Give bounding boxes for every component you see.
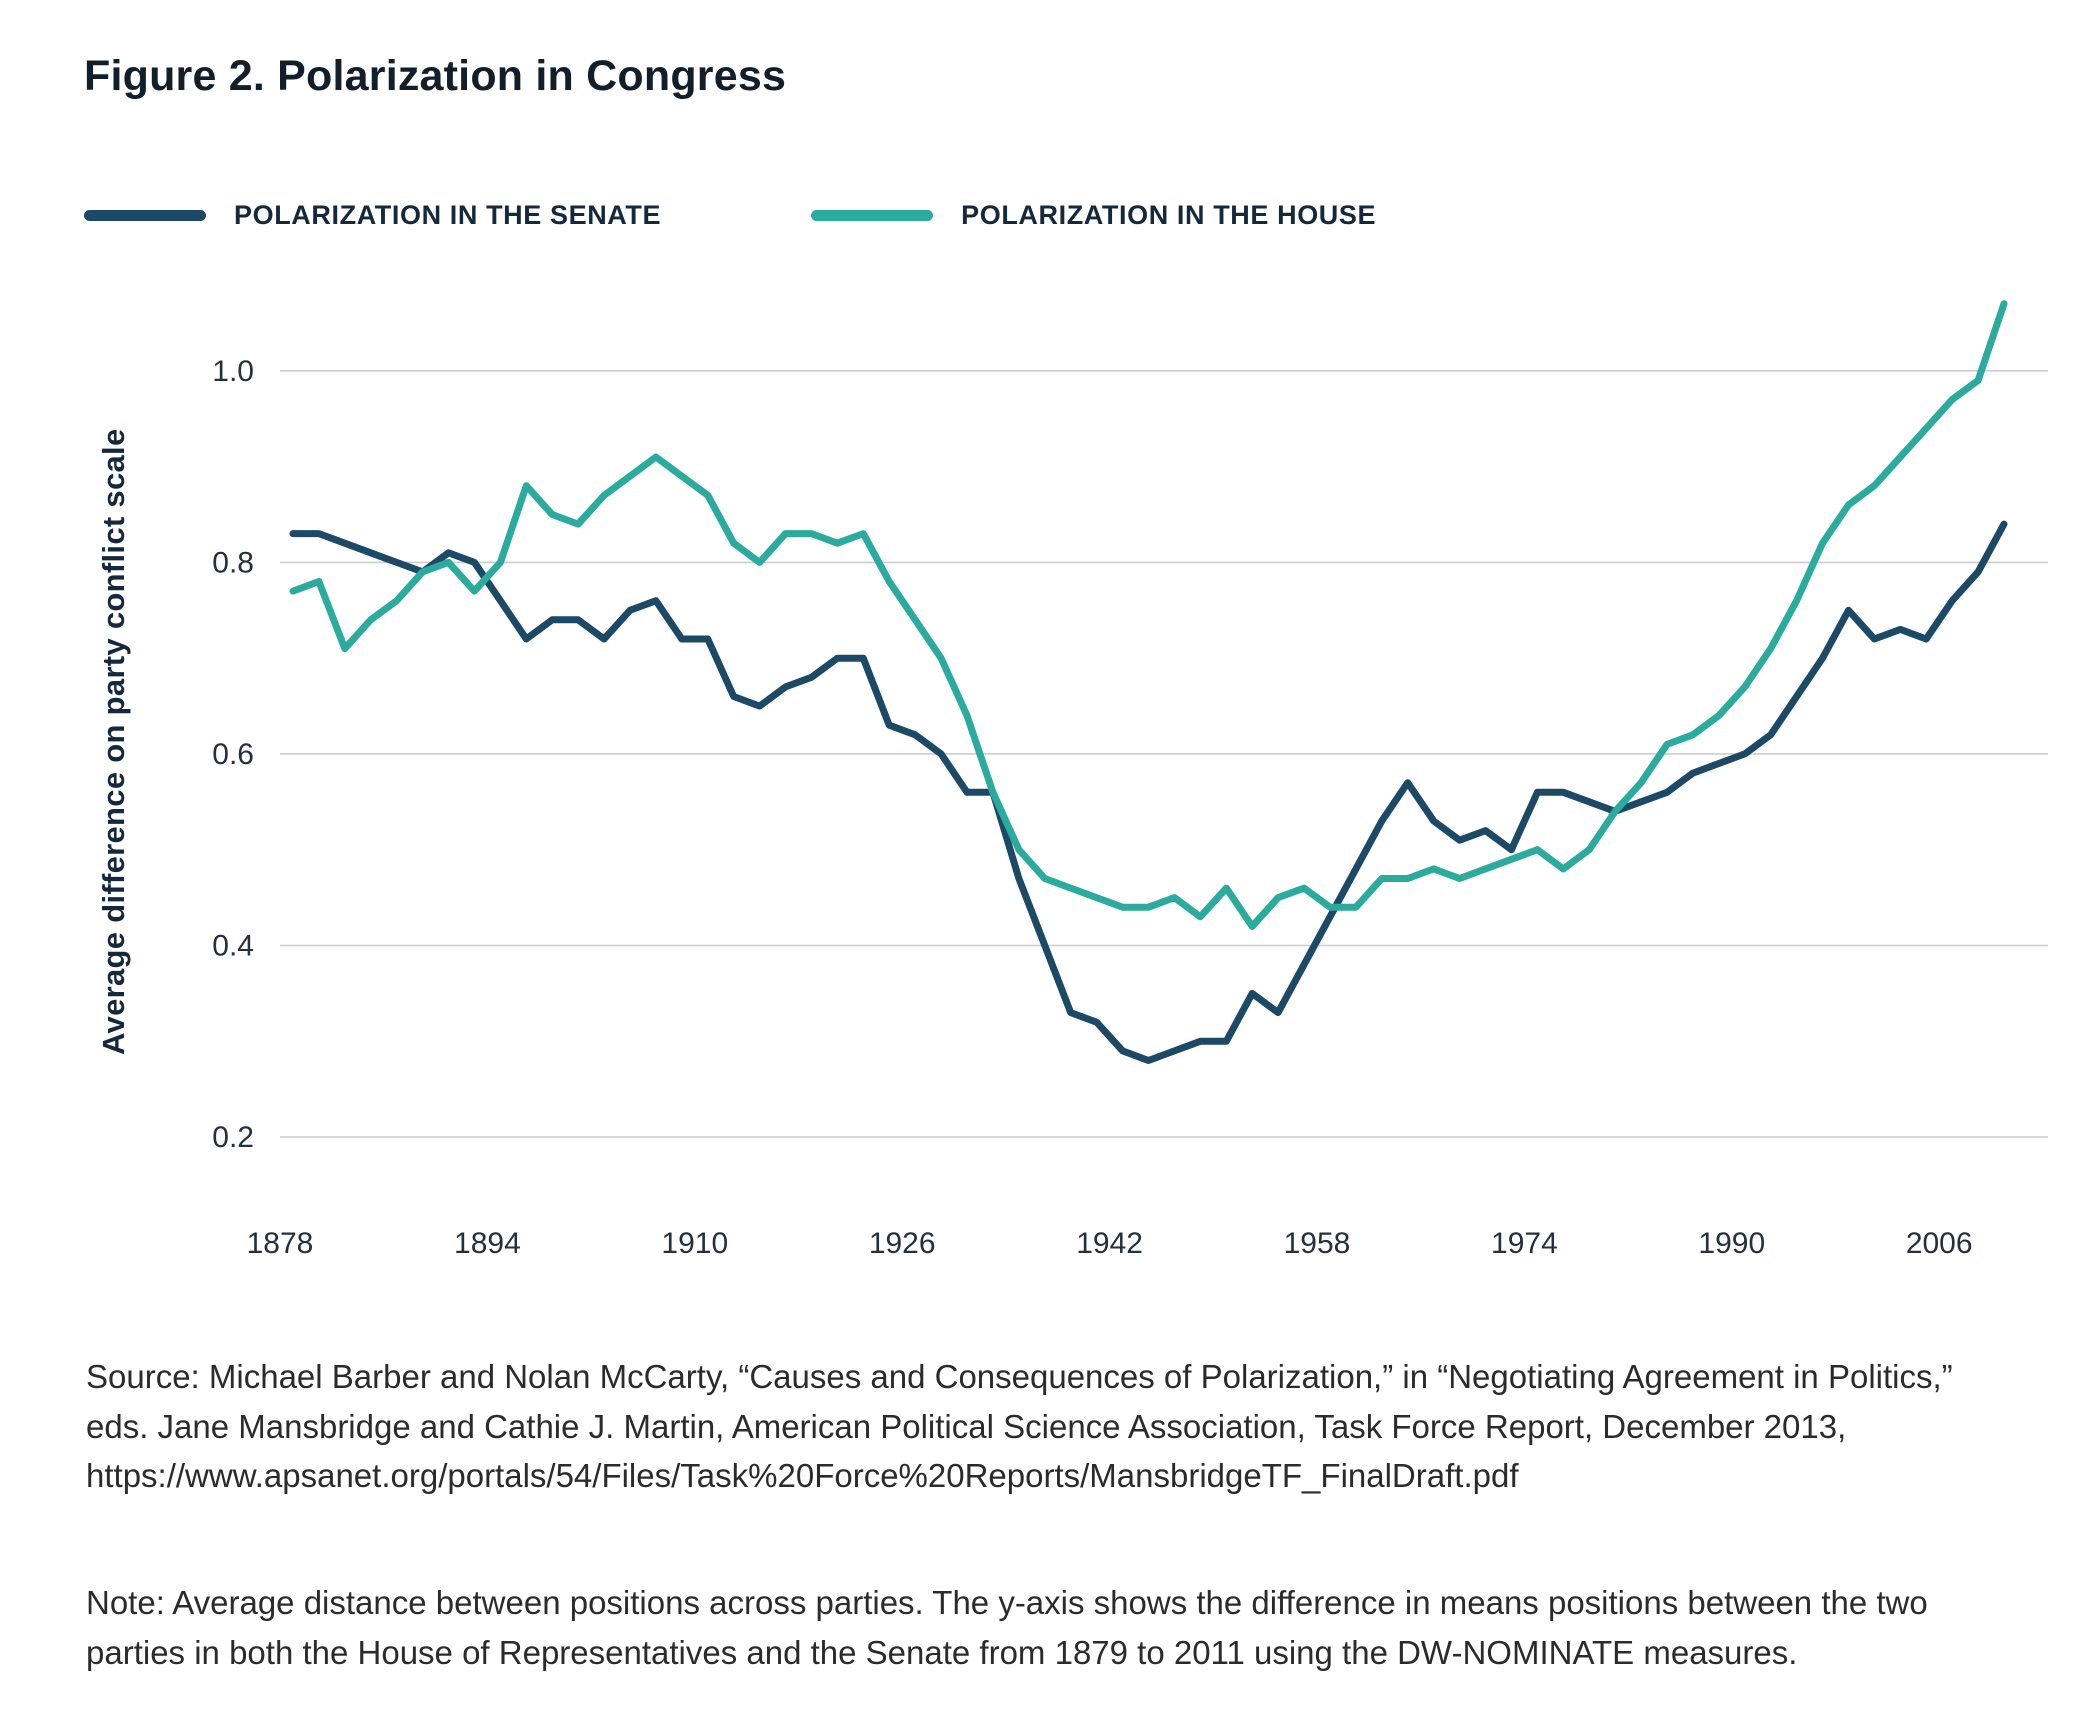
legend-item-senate: POLARIZATION IN THE SENATE [84, 200, 661, 231]
polarization-line-chart: 0.2 0.4 0.6 0.8 1.0 1878 1894 1910 1926 1942 1958 1… [212, 300, 2048, 1260]
x-tick-label: 1910 [661, 1227, 728, 1260]
note-text: Note: Average distance between positions… [86, 1584, 1928, 1671]
x-tick-label: 1990 [1698, 1227, 1765, 1260]
figure-title: Figure 2. Polarization in Congress [84, 52, 787, 100]
senate-line-swatch [84, 210, 206, 221]
source-citation: Source: Michael Barber and Nolan McCarty… [86, 1358, 1953, 1494]
x-tick-label: 1958 [1284, 1227, 1351, 1260]
legend-item-house: POLARIZATION IN THE HOUSE [811, 200, 1376, 231]
legend-label-house: POLARIZATION IN THE HOUSE [961, 200, 1377, 230]
legend-label-senate: POLARIZATION IN THE SENATE [234, 200, 662, 230]
y-tick-label: 1.0 [212, 355, 254, 388]
y-tick-label: 0.2 [212, 1121, 254, 1154]
y-tick-label: 0.6 [212, 738, 254, 771]
chart-legend: POLARIZATION IN THE SENATE POLARIZATION … [84, 200, 1376, 231]
y-tick-label: 0.8 [212, 546, 254, 579]
x-tick-label: 2006 [1906, 1227, 1973, 1260]
x-tick-label: 1878 [247, 1227, 314, 1260]
x-tick-label: 1894 [454, 1227, 521, 1260]
house-line [289, 300, 2008, 930]
senate-line [289, 520, 2008, 1064]
x-tick-label: 1974 [1491, 1227, 1558, 1260]
house-line-swatch [811, 210, 934, 221]
x-tick-label: 1942 [1076, 1227, 1143, 1260]
x-tick-label: 1926 [869, 1227, 936, 1260]
y-tick-label: 0.4 [212, 930, 254, 963]
